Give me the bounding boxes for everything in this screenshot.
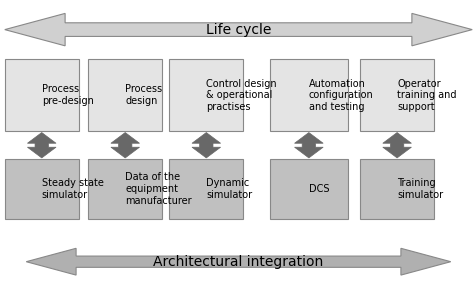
Polygon shape <box>27 133 56 158</box>
Text: Training
simulator: Training simulator <box>396 178 442 200</box>
Text: Process
pre-design: Process pre-design <box>41 84 93 106</box>
FancyBboxPatch shape <box>169 59 243 131</box>
FancyBboxPatch shape <box>88 159 162 219</box>
Text: Automation
configuration
and testing: Automation configuration and testing <box>308 79 373 112</box>
FancyBboxPatch shape <box>5 159 79 219</box>
Text: Operator
training and
support: Operator training and support <box>396 79 456 112</box>
FancyBboxPatch shape <box>269 59 347 131</box>
Text: Architectural integration: Architectural integration <box>153 255 323 269</box>
Text: DCS: DCS <box>308 184 328 194</box>
FancyBboxPatch shape <box>359 59 433 131</box>
Polygon shape <box>382 133 410 158</box>
Polygon shape <box>191 133 220 158</box>
FancyBboxPatch shape <box>359 159 433 219</box>
Text: Control design
& operational
practises: Control design & operational practises <box>206 79 277 112</box>
FancyBboxPatch shape <box>5 59 79 131</box>
Text: Steady state
simulator: Steady state simulator <box>41 178 103 200</box>
FancyBboxPatch shape <box>269 159 347 219</box>
Text: Process
design: Process design <box>125 84 162 106</box>
FancyBboxPatch shape <box>88 59 162 131</box>
Polygon shape <box>26 248 450 275</box>
Text: Life cycle: Life cycle <box>205 23 271 37</box>
Polygon shape <box>5 13 471 46</box>
Text: Data of the
equipment
manufacturer: Data of the equipment manufacturer <box>125 172 191 206</box>
Polygon shape <box>294 133 323 158</box>
Text: Dynamic
simulator: Dynamic simulator <box>206 178 252 200</box>
Polygon shape <box>110 133 139 158</box>
FancyBboxPatch shape <box>169 159 243 219</box>
